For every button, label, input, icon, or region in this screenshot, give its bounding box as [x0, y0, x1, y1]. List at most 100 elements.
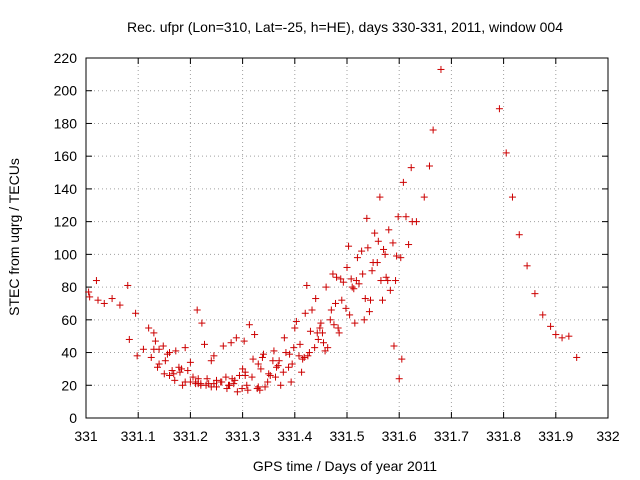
data-point	[334, 324, 342, 332]
data-point	[386, 286, 394, 294]
data-point	[287, 378, 295, 386]
data-point	[395, 375, 403, 383]
data-point	[377, 277, 385, 285]
data-point	[399, 178, 407, 186]
data-point	[231, 376, 239, 384]
data-point	[133, 352, 141, 360]
data-point	[210, 352, 218, 360]
data-point	[270, 347, 278, 355]
data-point	[342, 304, 350, 312]
data-point	[275, 357, 283, 365]
data-point	[539, 311, 547, 319]
data-point	[271, 373, 279, 381]
data-point	[286, 350, 294, 358]
data-point	[295, 352, 303, 360]
data-point	[573, 353, 581, 361]
y-tick-label: 100	[54, 246, 78, 262]
data-point	[552, 331, 560, 339]
data-point	[251, 331, 259, 339]
data-point	[378, 296, 386, 304]
data-point	[166, 371, 174, 379]
data-point	[495, 105, 503, 113]
data-point	[193, 306, 201, 314]
data-point	[227, 339, 235, 347]
data-point	[200, 340, 208, 348]
data-point	[429, 126, 437, 134]
data-point	[306, 327, 314, 335]
data-point	[100, 299, 108, 307]
data-point	[92, 277, 100, 285]
y-tick-label: 0	[69, 410, 77, 426]
data-point	[256, 386, 264, 394]
data-point	[338, 296, 346, 304]
data-point	[151, 337, 159, 345]
data-point	[345, 242, 353, 250]
data-point	[531, 290, 539, 298]
data-point	[168, 367, 176, 375]
data-point	[407, 164, 415, 172]
data-point	[254, 360, 262, 368]
data-point	[364, 244, 372, 252]
data-point	[259, 350, 267, 358]
y-tick-label: 120	[54, 214, 78, 230]
data-point	[218, 378, 226, 386]
grid-lines	[86, 58, 608, 418]
data-point	[145, 324, 153, 332]
data-point	[245, 321, 253, 329]
data-point	[350, 285, 358, 293]
x-tick-label: 331.4	[277, 428, 312, 444]
data-point	[361, 295, 369, 303]
data-point	[327, 306, 335, 314]
data-point	[203, 375, 211, 383]
data-point	[358, 247, 366, 255]
data-point	[351, 319, 359, 327]
data-point	[329, 270, 337, 278]
data-point	[280, 334, 288, 342]
data-point	[194, 375, 202, 383]
y-tick-label: 20	[61, 377, 77, 393]
x-tick-label: 331	[74, 428, 98, 444]
data-point	[202, 381, 210, 389]
data-point	[389, 239, 397, 247]
data-point	[282, 349, 290, 357]
x-tick-label: 331.2	[173, 428, 208, 444]
data-point	[381, 250, 389, 258]
data-point	[179, 381, 187, 389]
data-point	[222, 373, 230, 381]
data-point	[150, 329, 158, 337]
y-tick-label: 60	[61, 312, 77, 328]
chart-title: Rec. ufpr (Lon=310, Lat=-25, h=HE), days…	[127, 19, 563, 35]
data-point	[166, 349, 174, 357]
data-point	[176, 368, 184, 376]
data-point	[402, 213, 410, 221]
data-point	[274, 362, 282, 370]
data-point	[269, 357, 277, 365]
data-point	[305, 349, 313, 357]
data-point	[311, 344, 319, 352]
data-point	[363, 214, 371, 222]
data-point	[233, 388, 241, 396]
x-tick-label: 331.9	[538, 428, 573, 444]
data-point	[332, 299, 340, 307]
data-point	[273, 363, 281, 371]
x-tick-label: 332	[596, 428, 620, 444]
data-point	[85, 288, 93, 296]
data-point	[371, 229, 379, 237]
data-point	[172, 347, 180, 355]
data-points	[85, 65, 581, 396]
data-point	[125, 335, 133, 343]
data-point	[279, 368, 287, 376]
data-point	[374, 237, 382, 245]
data-point	[360, 316, 368, 324]
data-point	[296, 340, 304, 348]
y-tick-label: 80	[61, 279, 77, 295]
data-point	[330, 321, 338, 329]
data-point	[238, 385, 246, 393]
data-point	[314, 335, 322, 343]
data-point	[547, 322, 555, 330]
y-tick-label: 220	[54, 50, 78, 66]
data-point	[210, 380, 218, 388]
data-point	[285, 363, 293, 371]
data-point	[226, 381, 234, 389]
x-axis-label: GPS time / Days of year 2011	[253, 458, 437, 474]
